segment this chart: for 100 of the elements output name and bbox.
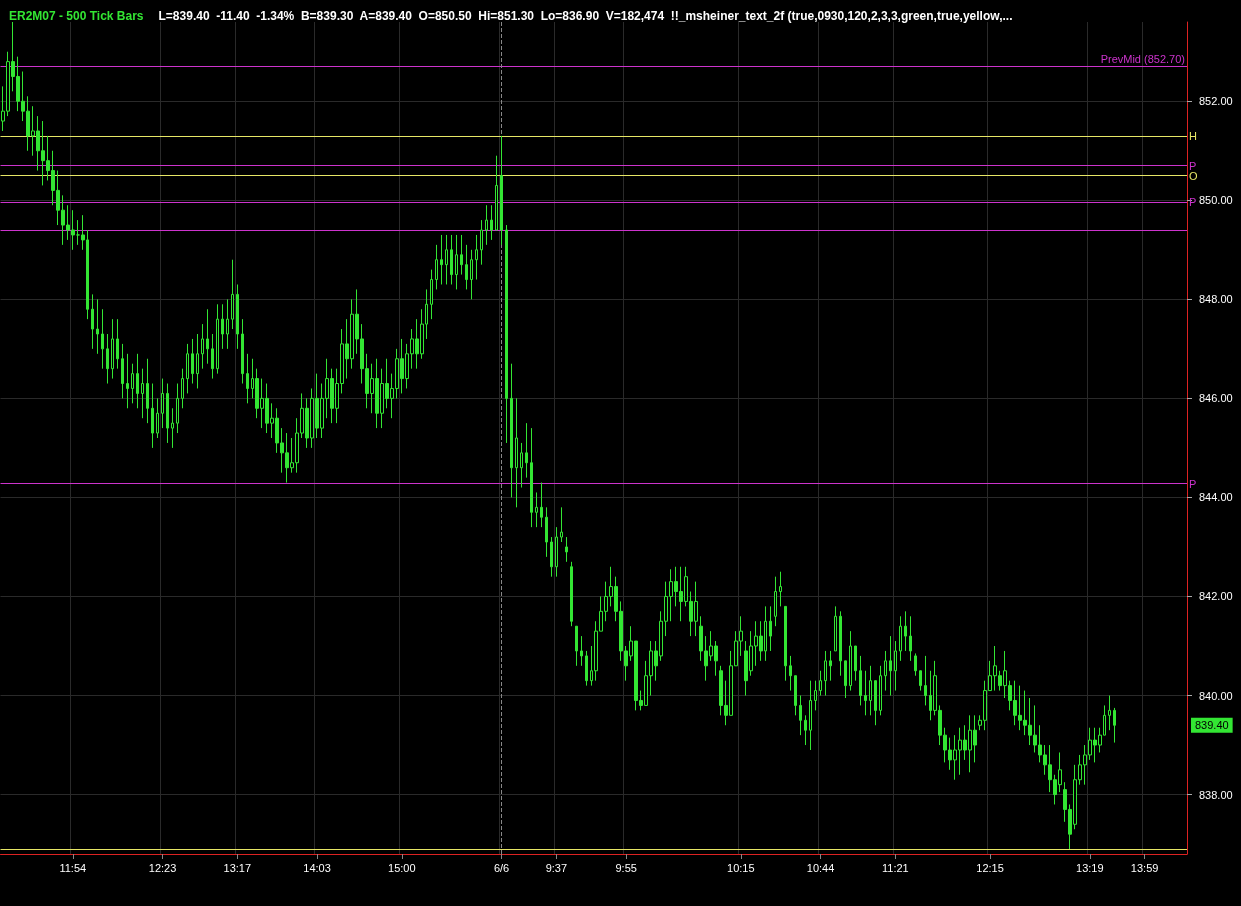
candlestick	[580, 635, 583, 667]
candlestick	[236, 283, 239, 350]
candlestick	[779, 571, 782, 607]
candlestick	[505, 224, 508, 444]
ref-line-label: PrevMid (852.70)	[1100, 53, 1185, 66]
x-tick-label: 9:55	[615, 861, 637, 874]
candlestick	[1113, 707, 1116, 744]
candlestick	[844, 660, 847, 699]
candlestick	[909, 615, 912, 662]
candlestick	[839, 610, 842, 677]
candlestick	[799, 695, 802, 736]
candlestick	[211, 333, 214, 380]
candlestick	[91, 293, 94, 350]
candlestick	[769, 605, 772, 652]
candlestick	[515, 397, 518, 508]
candlestick	[894, 640, 897, 692]
x-tick-label: 13:59	[1130, 861, 1159, 874]
x-tick-label: 6/6	[493, 861, 510, 874]
candlestick	[121, 343, 124, 399]
candlestick	[470, 249, 473, 300]
candlestick	[864, 670, 867, 716]
candlestick	[485, 204, 488, 246]
x-tick-label: 14:03	[303, 861, 331, 874]
x-tick-label: 12:23	[148, 861, 177, 874]
candlestick	[520, 442, 523, 489]
y-tick-label: 850.00	[1199, 194, 1233, 207]
candlestick	[495, 155, 498, 231]
candlestick	[899, 615, 902, 662]
candlestick	[106, 333, 109, 385]
x-tick-label: 11:21	[882, 861, 909, 874]
candlestick	[216, 303, 219, 375]
candlestick	[575, 625, 578, 667]
x-tick-label: 11:54	[59, 861, 87, 874]
candlestick	[445, 234, 448, 285]
candlestick	[879, 665, 882, 716]
candlestick	[171, 407, 174, 449]
candlestick	[176, 383, 179, 434]
candlestick	[814, 680, 817, 711]
candlestick	[535, 491, 538, 528]
x-tick-label: 10:15	[727, 861, 755, 874]
y-tick-label: 842.00	[1199, 590, 1233, 603]
candlestick	[550, 536, 553, 578]
candlestick	[510, 363, 513, 498]
candlestick	[570, 561, 573, 627]
candlestick	[440, 234, 443, 285]
candlestick	[241, 318, 244, 385]
candlestick	[221, 303, 224, 350]
candlestick	[226, 298, 229, 350]
candlestick	[585, 650, 588, 687]
y-tick-label: 846.00	[1199, 392, 1233, 405]
y-tick-label: 844.00	[1199, 491, 1233, 504]
candlestick	[555, 526, 558, 578]
ref-line-label: P	[1189, 195, 1197, 208]
candlestick	[859, 655, 862, 706]
chart-title: ER2M07 - 500 Tick Bars	[9, 9, 144, 23]
candlestick	[206, 308, 209, 365]
chart-subtitle: L=839.40 -11.40 -1.34% B=839.30 A=839.40 O=850.50 Hi=851.30 Lo=836.90 V=182,474 !!_msheiner_text_2f (true,0930,120,2,3,3,green,true,yellow,...	[158, 9, 1013, 23]
candlestick	[804, 714, 807, 746]
y-tick-label: 852.00	[1199, 95, 1233, 108]
candlestick	[919, 670, 922, 692]
candlestick	[794, 675, 797, 716]
candlestick	[1108, 695, 1111, 731]
candlestick	[819, 670, 822, 697]
candlestick	[884, 650, 887, 692]
candlestick	[166, 383, 169, 444]
candlestick	[500, 135, 503, 246]
candlestick	[924, 655, 927, 706]
ref-line-label: P	[1189, 159, 1197, 172]
ref-line-label: P	[1189, 477, 1197, 490]
x-tick-label: 10:44	[806, 861, 835, 874]
candlestick	[231, 259, 234, 330]
candlestick	[181, 368, 184, 409]
candlestick	[854, 645, 857, 682]
y-tick-label: 838.00	[1199, 788, 1233, 801]
candlestick	[834, 605, 837, 652]
candlestick	[789, 655, 792, 692]
text: 839.40	[1195, 719, 1229, 732]
x-tick-label: 12:15	[976, 861, 1004, 874]
candlestick	[849, 630, 852, 692]
x-tick-label: 9:37	[545, 861, 568, 874]
candlestick	[560, 506, 563, 543]
candlestick	[201, 323, 204, 370]
candlestick	[475, 234, 478, 281]
candlestick	[136, 353, 139, 409]
x-tick-label: 13:19	[1076, 861, 1104, 874]
candlestick	[874, 680, 877, 726]
candlestick	[196, 333, 199, 389]
candlestick	[141, 368, 144, 419]
y-tick-label: 840.00	[1199, 689, 1233, 702]
candlestick	[480, 219, 483, 266]
candlestick	[829, 650, 832, 682]
candlestick	[460, 234, 463, 276]
candlestick	[545, 506, 548, 558]
candlestick	[126, 353, 129, 409]
candlestick	[161, 378, 164, 429]
candlestick	[914, 652, 917, 677]
candlestick	[246, 353, 249, 404]
candlestick	[455, 234, 458, 290]
candlestick	[824, 650, 827, 697]
candlestick	[530, 427, 533, 528]
